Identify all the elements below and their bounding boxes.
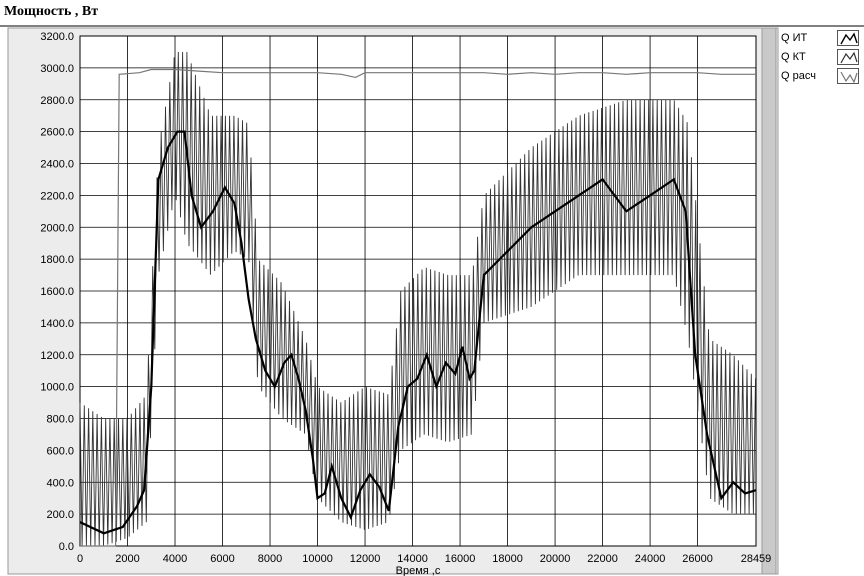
y-tick-label: 3200.0 — [40, 31, 74, 43]
legend-label: Q расч — [781, 70, 816, 82]
x-tick-label: 0 — [77, 553, 83, 565]
y-tick-label: 2200.0 — [40, 190, 74, 202]
y-tick-label: 3000.0 — [40, 63, 74, 75]
x-tick-label: 24000 — [635, 553, 666, 565]
y-tick-label: 2400.0 — [40, 159, 74, 171]
x-axis-label: Время ,с — [396, 565, 441, 576]
legend: Q ИТ Q КТ Q расч — [781, 30, 861, 87]
legend-item-q-rasch[interactable]: Q расч — [781, 68, 861, 87]
x-tick-label: 2000 — [115, 553, 139, 565]
y-tick-label: 0.0 — [59, 541, 74, 553]
series-line-q-kt — [79, 51, 756, 547]
line-icon — [840, 32, 858, 45]
x-tick-label: 12000 — [350, 553, 381, 565]
chart-title: Мощность , Вт — [4, 4, 99, 19]
y-tick-label: 600.0 — [46, 445, 74, 457]
y-tick-label: 800.0 — [46, 414, 74, 426]
legend-item-q-kt[interactable]: Q КТ — [781, 49, 861, 68]
y-tick-label: 2600.0 — [40, 127, 74, 139]
legend-swatch-icon[interactable] — [837, 30, 859, 46]
y-tick-label: 1600.0 — [40, 286, 74, 298]
series-line-q-it — [79, 130, 757, 535]
x-tick-label: 22000 — [587, 553, 618, 565]
y-tick-label: 200.0 — [46, 509, 74, 521]
line-icon — [840, 51, 858, 64]
line-icon — [840, 71, 858, 84]
x-tick-label: 10000 — [302, 553, 333, 565]
legend-swatch-icon[interactable] — [837, 49, 859, 65]
y-tick-label: 2800.0 — [40, 95, 74, 107]
vertical-scrollbar — [761, 27, 777, 575]
x-tick-label: 6000 — [210, 553, 234, 565]
y-tick-label: 1800.0 — [40, 254, 74, 266]
legend-item-q-it[interactable]: Q ИТ — [781, 30, 861, 49]
y-tick-label: 1000.0 — [40, 382, 74, 394]
x-tick-label: 20000 — [540, 553, 571, 565]
y-tick-label: 1400.0 — [40, 318, 74, 330]
legend-label: Q ИТ — [781, 32, 808, 44]
x-tick-label: 28459 — [741, 553, 772, 565]
y-tick-label: 1200.0 — [40, 350, 74, 362]
x-tick-label: 14000 — [397, 553, 428, 565]
legend-swatch-icon[interactable] — [837, 68, 859, 84]
y-tick-label: 400.0 — [46, 477, 74, 489]
legend-label: Q КТ — [781, 51, 806, 63]
x-tick-label: 18000 — [492, 553, 523, 565]
series-line-q-rasch — [80, 68, 756, 547]
x-tick-label: 16000 — [445, 553, 476, 565]
y-tick-label: 2000.0 — [40, 222, 74, 234]
x-tick-label: 26000 — [682, 553, 713, 565]
x-tick-label: 4000 — [163, 553, 187, 565]
x-tick-label: 8000 — [258, 553, 282, 565]
